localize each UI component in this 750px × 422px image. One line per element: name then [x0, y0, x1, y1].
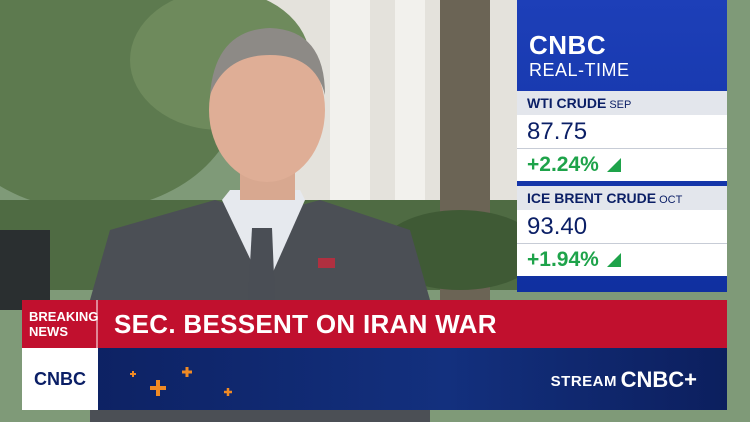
quote-price: 93.40 [517, 210, 727, 244]
stream-brand: CNBC+ [620, 367, 697, 392]
tag-line: BREAKING [29, 309, 99, 324]
up-arrow [606, 158, 621, 172]
quote-price: 87.75 [517, 115, 727, 149]
brand-bar: CNBC STREAM CNBC+ [22, 348, 727, 410]
headline: SEC. BESSENT ON IRAN WAR [114, 309, 497, 339]
quote-name: WTI CRUDE [527, 95, 607, 111]
quote-change-row: +1.94% [517, 244, 727, 276]
quote-month: OCT [659, 194, 683, 206]
quote-change: +2.24% [527, 153, 599, 176]
tag-line: NEWS [29, 324, 68, 339]
quote-name: ICE BRENT CRUDE [527, 190, 657, 206]
quote-change-row: +2.24% [517, 149, 727, 181]
headline-bar: BREAKING NEWS SEC. BESSENT ON IRAN WAR [22, 300, 727, 348]
logo: CNBC [22, 348, 98, 410]
stream-label: STREAM [550, 373, 617, 390]
decor-plus [130, 367, 232, 396]
quote-change: +1.94% [527, 248, 599, 271]
panel-subtitle: REAL-TIME [529, 60, 630, 80]
quote-month: SEP [609, 99, 632, 111]
ticker-panel: CNBC REAL-TIME WTI CRUDE SEP 87.75 +2.24%… [517, 0, 727, 292]
panel-brand: CNBC [529, 30, 607, 60]
quote-label: WTI CRUDE SEP [517, 91, 727, 115]
quote-label: ICE BRENT CRUDE OCT [517, 186, 727, 210]
up-arrow [606, 253, 621, 267]
breaking-tag: BREAKING NEWS [22, 300, 98, 348]
